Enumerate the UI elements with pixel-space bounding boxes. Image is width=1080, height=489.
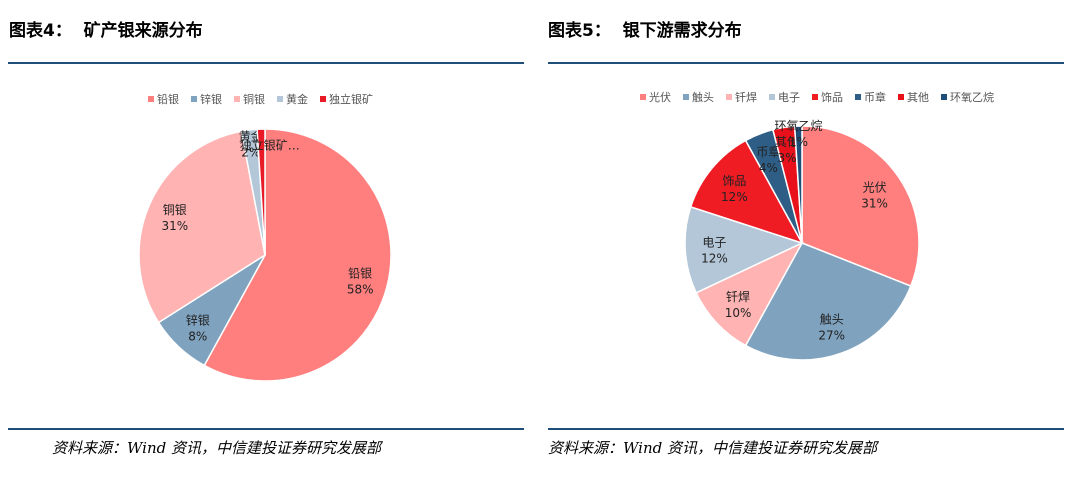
pie-slice — [793, 125, 803, 244]
chart-title: 图表5： 银下游需求分布 — [548, 21, 742, 41]
pie-slice — [138, 130, 266, 324]
slice-name-label: 环氧乙烷 — [775, 119, 823, 133]
slice-value-label: 2% — [241, 145, 260, 159]
slice-name-label: 触头 — [820, 313, 844, 327]
legend-label: 黄金 — [286, 92, 308, 106]
pie-slice — [684, 205, 805, 294]
legend-label: 独立银矿 — [329, 92, 373, 106]
slice-value-label: 12% — [721, 190, 748, 204]
legend-item: 光伏 — [640, 90, 671, 104]
legend-item: 其他 — [898, 91, 929, 104]
legend-item: 环氧乙烷 — [941, 90, 994, 104]
legend-item: 钎焊 — [726, 90, 757, 104]
pie-chart-silver-source: 铅银 锌银 铜银 黄金 独立银矿铅银58%锌银8%铜银31%黄金2%独立银矿… — [138, 92, 392, 382]
pie-slice — [801, 125, 920, 288]
legend-label: 环氧乙烷 — [950, 90, 994, 104]
legend-label: 币章 — [864, 90, 886, 104]
source-note: 资料来源：Wind 资讯，中信建投证券研究发展部 — [52, 439, 381, 457]
slice-value-label: 4% — [759, 161, 778, 175]
slice-name-label: 独立银矿… — [240, 138, 300, 153]
legend-swatch — [898, 94, 904, 100]
legend-label: 其他 — [907, 91, 929, 104]
legend-item: 铅银 — [148, 92, 179, 106]
right-panel: 图表5： 银下游需求分布 光伏 触头 钎焊 电子 饰品 币章 其他 环氧乙烷 光伏 31% 触头 27… — [540, 0, 1080, 489]
legend-swatch — [726, 94, 732, 100]
legend-swatch — [769, 94, 775, 100]
slice-name-label: 币章 — [756, 144, 780, 159]
legend-label: 铜银 — [243, 92, 265, 106]
left-panel: 图表4： 矿产银来源分布 铅银 锌银 铜银 黄金 独立银矿 铅银 58% 锌银 8% 铜银 31% 黄… — [8, 21, 524, 457]
slice-name-label: 锌银 — [186, 314, 210, 328]
legend-swatch — [855, 94, 861, 100]
legend-item: 独立银矿 — [320, 92, 373, 106]
legend-item: 电子 — [769, 91, 800, 104]
pie-slice — [689, 139, 804, 245]
legend-label: 光伏 — [649, 90, 671, 104]
legend-item: 触头 — [683, 90, 714, 104]
legend-label: 饰品 — [821, 90, 843, 104]
legend-label: 铅银 — [157, 92, 179, 106]
slice-value-label: 3% — [777, 151, 796, 165]
legend-swatch — [941, 94, 947, 100]
chart-title: 图表4： 矿产银来源分布 — [9, 21, 203, 41]
slice-value-label: 10% — [725, 306, 752, 320]
slice-value-label: 8% — [188, 330, 207, 344]
legend-swatch — [277, 96, 283, 102]
legend-swatch — [812, 94, 818, 100]
legend-label: 触头 — [692, 90, 714, 104]
slice-value-label: 27% — [818, 329, 845, 343]
slice-name-label: 铜银 — [163, 202, 187, 217]
slice-value-label: 12% — [701, 252, 728, 266]
legend-label: 锌银 — [200, 92, 222, 106]
slice-value-label: 58% — [347, 282, 374, 296]
slice-value-label: 31% — [861, 197, 888, 211]
slice-name-label: 饰品 — [722, 174, 746, 188]
top-rule — [8, 62, 524, 64]
legend-item: 饰品 — [812, 90, 843, 104]
pie-slice — [256, 128, 266, 256]
slice-value-label: 31% — [161, 219, 188, 233]
pie-slice — [695, 241, 804, 347]
source-note: 资料来源：Wind 资讯，中信建投证券研究发展部 — [548, 439, 877, 457]
pie-slice — [744, 242, 912, 361]
legend-swatch — [640, 94, 646, 100]
slice-name-label: 电子 — [702, 236, 726, 250]
legend-swatch — [191, 96, 197, 102]
legend-swatch — [148, 96, 154, 102]
legend-item: 锌银 — [191, 92, 222, 106]
slice-name-label: 其他 — [775, 135, 799, 149]
pie-slice — [203, 128, 392, 382]
top-rule — [548, 62, 1064, 64]
slice-name-label: 铅银 — [348, 266, 372, 280]
legend-label: 钎焊 — [735, 90, 757, 104]
slice-name-label: 钎焊 — [726, 289, 750, 304]
legend-label: 电子 — [778, 91, 800, 104]
legend-item: 币章 — [855, 90, 886, 104]
legend-item: 黄金 — [277, 92, 308, 106]
bottom-rule — [548, 428, 1064, 430]
legend-swatch — [320, 96, 326, 102]
legend-swatch — [234, 96, 240, 102]
pie-chart-silver-demand: 光伏 触头 钎焊 电子 饰品 币章 其他 环氧乙烷光伏31%触头27%钎焊10%电子12%饰品… — [640, 90, 994, 361]
legend-item: 铜银 — [234, 92, 265, 106]
slice-value-label: 1% — [789, 135, 808, 149]
slice-name-label: 光伏 — [863, 181, 887, 195]
bottom-rule — [8, 428, 524, 430]
legend-swatch — [683, 94, 689, 100]
